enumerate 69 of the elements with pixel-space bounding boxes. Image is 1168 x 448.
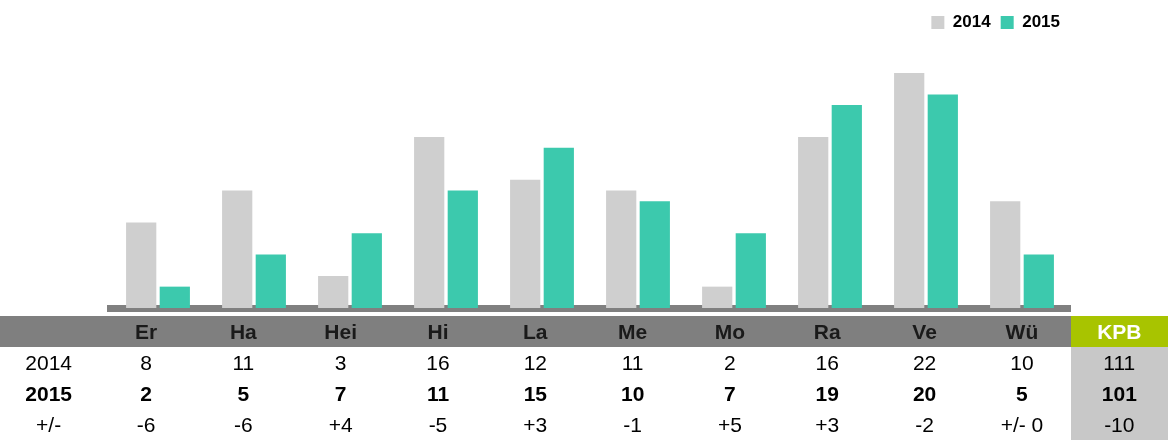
data-label: 15 xyxy=(522,380,548,407)
data-label: 5 xyxy=(1015,380,1029,407)
bar xyxy=(447,190,478,308)
legend-label: 2015 xyxy=(1022,12,1061,32)
bar xyxy=(543,147,574,308)
data-label: 7 xyxy=(333,380,348,407)
bar xyxy=(606,190,637,308)
data-label: 8 xyxy=(139,349,153,376)
bar xyxy=(159,286,190,308)
text: 111 xyxy=(1070,347,1168,378)
data-label: 11 xyxy=(620,349,645,376)
data-label: 5 xyxy=(236,380,251,407)
bar xyxy=(735,233,766,308)
x-tick-label: Ve xyxy=(875,316,974,347)
data-label: 11 xyxy=(425,380,451,407)
data-label: 20 xyxy=(911,380,938,407)
x-tick-label: Mo xyxy=(681,316,779,347)
data-label: 22 xyxy=(911,349,938,376)
text: +5 xyxy=(717,411,743,438)
text: +/- 0 xyxy=(999,411,1045,438)
text: -5 xyxy=(427,411,449,438)
x-tick-label: Ha xyxy=(194,316,292,347)
bar xyxy=(639,201,670,308)
text: +3 xyxy=(814,411,841,438)
text: -6 xyxy=(135,411,157,438)
bar xyxy=(222,190,253,308)
data-label: 19 xyxy=(814,380,840,407)
text: -10 xyxy=(1070,409,1168,440)
data-label: 2 xyxy=(139,380,153,407)
text: +4 xyxy=(327,411,354,438)
text: 2014 xyxy=(25,350,73,374)
bar xyxy=(831,105,862,308)
bar xyxy=(126,222,157,308)
bar xyxy=(255,254,286,308)
bar xyxy=(351,233,382,308)
data-label: 10 xyxy=(1009,349,1035,376)
text: 101 xyxy=(1070,378,1168,409)
x-tick-label: Er xyxy=(97,316,195,347)
bar xyxy=(1023,254,1054,308)
legend-label: 2014 xyxy=(952,12,992,32)
bar xyxy=(927,94,958,308)
text: +3 xyxy=(522,411,549,438)
text: +/- xyxy=(35,411,63,438)
data-label: 10 xyxy=(619,380,646,407)
data-label: 16 xyxy=(814,349,840,376)
text: 2015 xyxy=(25,381,73,405)
text: KPB xyxy=(1070,316,1168,347)
bar xyxy=(702,286,733,308)
data-label: 16 xyxy=(425,349,451,376)
bar xyxy=(990,201,1021,308)
x-tick-label: Ra xyxy=(778,316,876,347)
x-tick-label: La xyxy=(486,316,584,347)
x-tick-label: Wü xyxy=(973,316,1071,347)
bar xyxy=(798,137,829,308)
x-tick-label: Hi xyxy=(389,316,487,347)
data-label: 2 xyxy=(723,349,737,376)
bar xyxy=(318,275,349,308)
text: -1 xyxy=(622,411,643,438)
data-label: 11 xyxy=(231,349,256,376)
bar xyxy=(414,137,445,308)
x-tick-label: Hei xyxy=(291,316,390,347)
text: -2 xyxy=(914,411,935,438)
data-label: 7 xyxy=(723,380,737,407)
bar xyxy=(510,179,541,308)
data-label: 12 xyxy=(522,349,548,376)
bar xyxy=(894,73,925,308)
data-label: 3 xyxy=(333,349,348,376)
x-tick-label: Me xyxy=(583,316,682,347)
text: -6 xyxy=(232,411,254,438)
